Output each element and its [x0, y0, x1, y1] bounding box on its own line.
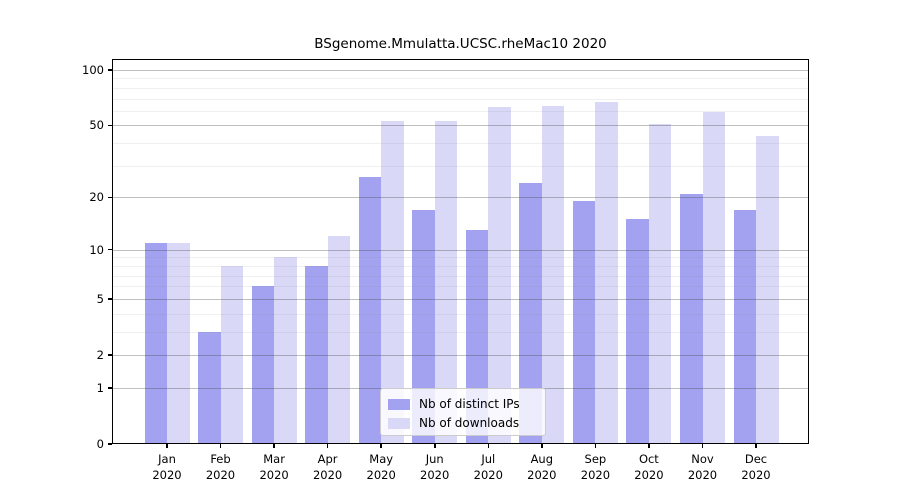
- bar-distinct-ips-nov: [680, 193, 703, 444]
- x-axis-tick: [701, 444, 704, 448]
- bar-distinct-ips-dec: [733, 209, 756, 444]
- x-axis-tick-label: Feb 2020: [205, 452, 236, 482]
- x-axis-tick-label: Jun 2020: [420, 452, 450, 482]
- x-axis-tick-label: Oct 2020: [634, 452, 664, 482]
- bar-distinct-ips-aug: [519, 183, 542, 444]
- x-axis-tick: [380, 444, 382, 448]
- x-axis-tick: [594, 444, 597, 448]
- y-axis-tick-label: 1: [96, 380, 104, 395]
- x-axis-tick: [219, 444, 222, 448]
- x-axis-tick-label: Dec 2020: [741, 452, 771, 482]
- gridline-minor: [112, 98, 809, 100]
- bar-downloads-may: [381, 120, 404, 444]
- y-axis-tick: [108, 387, 112, 389]
- y-axis-tick: [108, 248, 112, 251]
- y-axis-tick-label: 20: [89, 190, 104, 205]
- bar-downloads-jun: [434, 120, 458, 444]
- x-axis-tick: [166, 444, 168, 448]
- x-axis-tick-label: Nov 2020: [687, 452, 718, 482]
- x-axis-tick: [434, 444, 436, 448]
- y-axis-tick: [108, 443, 112, 445]
- x-axis-tick-label: May 2020: [366, 452, 396, 482]
- x-axis-tick-label: Mar 2020: [259, 452, 289, 482]
- bar-downloads-feb: [220, 265, 243, 444]
- gridline-minor: [112, 257, 809, 259]
- gridline-minor: [112, 286, 809, 288]
- bar-downloads-jul: [488, 107, 511, 444]
- bar-distinct-ips-oct: [626, 219, 649, 444]
- x-axis-tick-label: Sep 2020: [580, 452, 611, 482]
- y-axis-tick: [108, 298, 112, 300]
- legend-swatch-downloads: [388, 417, 410, 429]
- gridline-major: [112, 70, 809, 71]
- bar-distinct-ips-jun: [412, 209, 435, 444]
- gridline-minor: [112, 110, 809, 112]
- x-axis-tick-label: Jul 2020: [473, 452, 503, 482]
- gridline-minor: [112, 87, 809, 89]
- bar-downloads-apr: [327, 236, 351, 444]
- bar-distinct-ips-feb: [198, 331, 221, 444]
- legend-label-distinct-ips: Nb of distinct IPs: [419, 397, 520, 411]
- x-axis-tick: [648, 444, 650, 448]
- bar-downloads-oct: [648, 123, 672, 444]
- bar-downloads-dec: [756, 135, 779, 444]
- x-axis-tick: [487, 444, 489, 448]
- gridline-minor: [112, 313, 809, 315]
- gridline-major: [112, 298, 809, 300]
- gridline-major: [112, 197, 809, 199]
- gridline-major: [112, 125, 809, 127]
- x-axis-tick-label: Aug 2020: [527, 452, 557, 482]
- gridline-minor: [112, 165, 809, 167]
- bar-distinct-ips-sep: [572, 201, 596, 444]
- legend-item-distinct-ips: Nb of distinct IPs: [388, 395, 537, 413]
- x-axis-tick: [326, 444, 329, 448]
- x-axis-tick: [755, 444, 757, 448]
- x-axis-tick-label: Apr 2020: [312, 452, 343, 482]
- legend-swatch-distinct-ips: [388, 398, 410, 410]
- bar-downloads-nov: [702, 112, 725, 444]
- y-axis-tick: [108, 354, 112, 356]
- x-axis-tick-label: Jan 2020: [152, 452, 182, 482]
- gridline-minor: [112, 275, 809, 277]
- y-axis-tick-label: 2: [96, 348, 104, 362]
- gridline-major: [112, 355, 809, 356]
- legend-item-downloads: Nb of downloads: [388, 414, 537, 432]
- x-axis-tick: [273, 444, 275, 448]
- y-axis-tick-label: 5: [96, 291, 104, 306]
- bar-downloads-sep: [595, 102, 618, 444]
- legend-label-downloads: Nb of downloads: [419, 416, 520, 430]
- bar-downloads-aug: [541, 105, 565, 444]
- bar-downloads-mar: [274, 257, 297, 444]
- bar-distinct-ips-apr: [305, 265, 328, 444]
- y-axis-tick-label: 0: [96, 437, 104, 451]
- y-axis-tick-label: 10: [89, 242, 104, 257]
- gridline-minor: [112, 265, 809, 267]
- y-axis-tick: [108, 69, 112, 71]
- bar-distinct-ips-jan: [144, 242, 167, 444]
- y-axis-tick: [108, 196, 112, 198]
- plot-area: [112, 59, 809, 444]
- bar-distinct-ips-may: [358, 176, 382, 444]
- legend: Nb of distinct IPs Nb of downloads: [380, 388, 546, 436]
- bar-distinct-ips-mar: [251, 286, 275, 444]
- bar-downloads-jan: [167, 242, 190, 444]
- y-axis-tick-label: 100: [82, 63, 104, 77]
- gridline-minor: [112, 331, 809, 333]
- x-axis-tick: [541, 444, 543, 448]
- gridline-minor: [112, 143, 809, 145]
- chart-title: BSgenome.Mmulatta.UCSC.rheMac10 2020: [314, 36, 607, 52]
- gridline-minor: [112, 78, 809, 80]
- gridline-major: [112, 249, 809, 251]
- y-axis-tick-label: 50: [89, 118, 104, 133]
- y-axis-tick: [108, 124, 112, 127]
